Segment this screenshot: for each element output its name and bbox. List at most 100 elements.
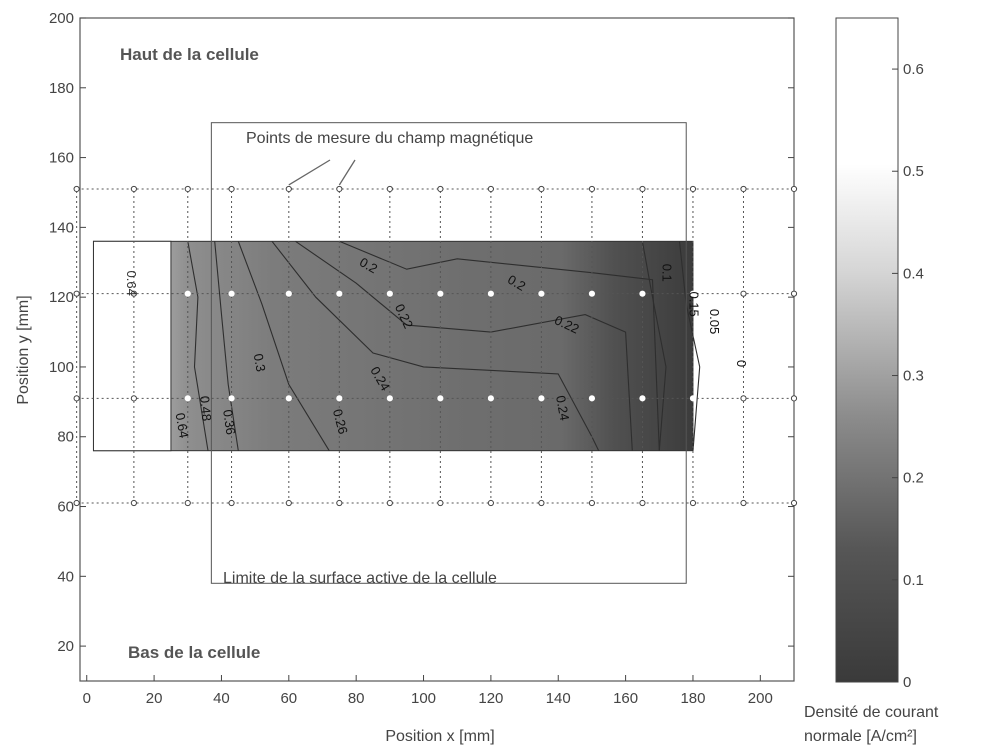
measure-point <box>437 185 444 193</box>
measure-point <box>336 499 343 507</box>
contour-line-2 <box>237 241 330 451</box>
measure-point <box>740 185 747 193</box>
measure-point <box>588 185 596 193</box>
colorbar-tick-label: 0.2 <box>903 470 924 487</box>
measure-point <box>538 185 545 193</box>
measure-point <box>790 395 798 402</box>
measure-point <box>740 395 747 402</box>
contour-label: 0.36 <box>220 409 238 436</box>
y-tick-label: 180 <box>49 80 74 97</box>
y-tick-label: 40 <box>57 568 74 585</box>
measure-point <box>790 185 798 193</box>
y-tick-label: 140 <box>49 219 74 236</box>
measure-point <box>639 499 646 507</box>
measure-point <box>790 499 798 507</box>
measurement-points <box>73 185 798 507</box>
x-tick-label: 100 <box>411 690 436 707</box>
contour-label: 0.15 <box>687 291 702 316</box>
measure-point <box>588 499 596 507</box>
y-tick-label: 100 <box>49 359 74 376</box>
annotation-measure-points: Points de mesure du champ magnétique <box>246 130 533 147</box>
x-tick-label: 160 <box>613 690 638 707</box>
contour-label: 0.05 <box>707 309 722 334</box>
colorbar-label-line2: normale [A/cm²] <box>804 728 917 745</box>
colorbar-tick-label: 0.6 <box>903 61 924 78</box>
measure-point <box>487 499 494 507</box>
measure-point <box>73 395 80 402</box>
contour-line-1 <box>214 241 239 451</box>
heatmap-fill <box>92 240 694 452</box>
measure-point <box>285 499 292 507</box>
colorbar-tick-label: 0.5 <box>903 163 924 180</box>
y-tick-label: 20 <box>57 638 74 655</box>
colorbar: 0 0.1 0.2 0.3 0.4 0.5 0.6 Densité de courant n… <box>804 17 939 745</box>
colorbar-ticks: 0 0.1 0.2 0.3 0.4 0.5 0.6 <box>892 61 924 691</box>
colorbar-tick-label: 0 <box>903 674 911 691</box>
annotation-arrows <box>288 159 356 186</box>
measure-point <box>73 290 80 297</box>
contour-label: 0.48 <box>197 395 214 422</box>
x-tick-label: 60 <box>280 690 297 707</box>
y-tick-label: 120 <box>49 289 74 306</box>
annotation-active-area: Limite de la surface active de la cellul… <box>223 570 497 587</box>
y-axis-label: Position y [mm] <box>15 295 32 404</box>
contour-labels: 0.640.640.480.360.30.260.240.220.20.20.2… <box>124 254 749 439</box>
colorbar-tick-label: 0.1 <box>903 572 924 589</box>
colorbar-fill <box>835 17 899 683</box>
measure-point <box>184 395 191 402</box>
measure-point <box>386 395 393 402</box>
contour-line-5 <box>339 240 660 451</box>
arrow-to-point-1 <box>288 159 331 186</box>
measure-point <box>336 185 343 193</box>
contour-label: 0.64 <box>124 271 139 296</box>
measure-point <box>437 499 444 507</box>
x-tick-label: 180 <box>680 690 705 707</box>
contour-label: 0.24 <box>553 394 572 422</box>
heatmap-region <box>92 240 701 452</box>
measure-point <box>73 185 80 193</box>
contour-line-7 <box>678 241 701 451</box>
measure-point <box>689 185 697 193</box>
measure-point <box>386 290 393 297</box>
x-tick-label: 120 <box>478 690 503 707</box>
measure-point <box>639 185 646 193</box>
measure-point <box>130 395 137 402</box>
measure-point <box>790 290 798 297</box>
measure-point <box>437 395 444 402</box>
measure-point <box>285 185 292 193</box>
measure-point <box>487 290 494 297</box>
measure-point <box>184 290 191 297</box>
contour-label: 0 <box>734 360 749 367</box>
contour-label: 0.3 <box>251 352 269 372</box>
measure-point <box>285 395 292 402</box>
measure-point <box>184 185 191 193</box>
measure-point <box>740 290 747 297</box>
annotation-top: Haut de la cellule <box>120 45 259 64</box>
y-axis-ticks: 20 40 60 80 100 120 140 160 180 200 <box>49 10 794 655</box>
measure-point <box>386 185 393 193</box>
colorbar-tick-label: 0.3 <box>903 368 924 385</box>
saturated-region <box>92 240 172 452</box>
annotation-bottom: Bas de la cellule <box>128 643 260 662</box>
y-tick-label: 200 <box>49 10 74 27</box>
measure-point <box>639 395 646 402</box>
measure-point <box>689 499 697 507</box>
x-tick-label: 40 <box>213 690 230 707</box>
contour-label: 0.1 <box>660 264 675 282</box>
measure-point <box>73 499 80 507</box>
contour-label: 0.26 <box>330 407 351 435</box>
measure-point <box>740 499 747 507</box>
measure-point <box>228 395 235 402</box>
x-tick-label: 80 <box>348 690 365 707</box>
y-tick-label: 80 <box>57 429 74 446</box>
measure-point <box>228 499 235 507</box>
measure-point <box>588 395 596 402</box>
measurement-grid <box>76 188 795 504</box>
colorbar-tick-label: 0.4 <box>903 265 924 282</box>
contour-label: 0.64 <box>173 412 192 440</box>
y-tick-label: 60 <box>57 499 74 516</box>
measure-point <box>689 290 697 297</box>
measure-point <box>588 290 596 297</box>
measure-point <box>538 395 545 402</box>
